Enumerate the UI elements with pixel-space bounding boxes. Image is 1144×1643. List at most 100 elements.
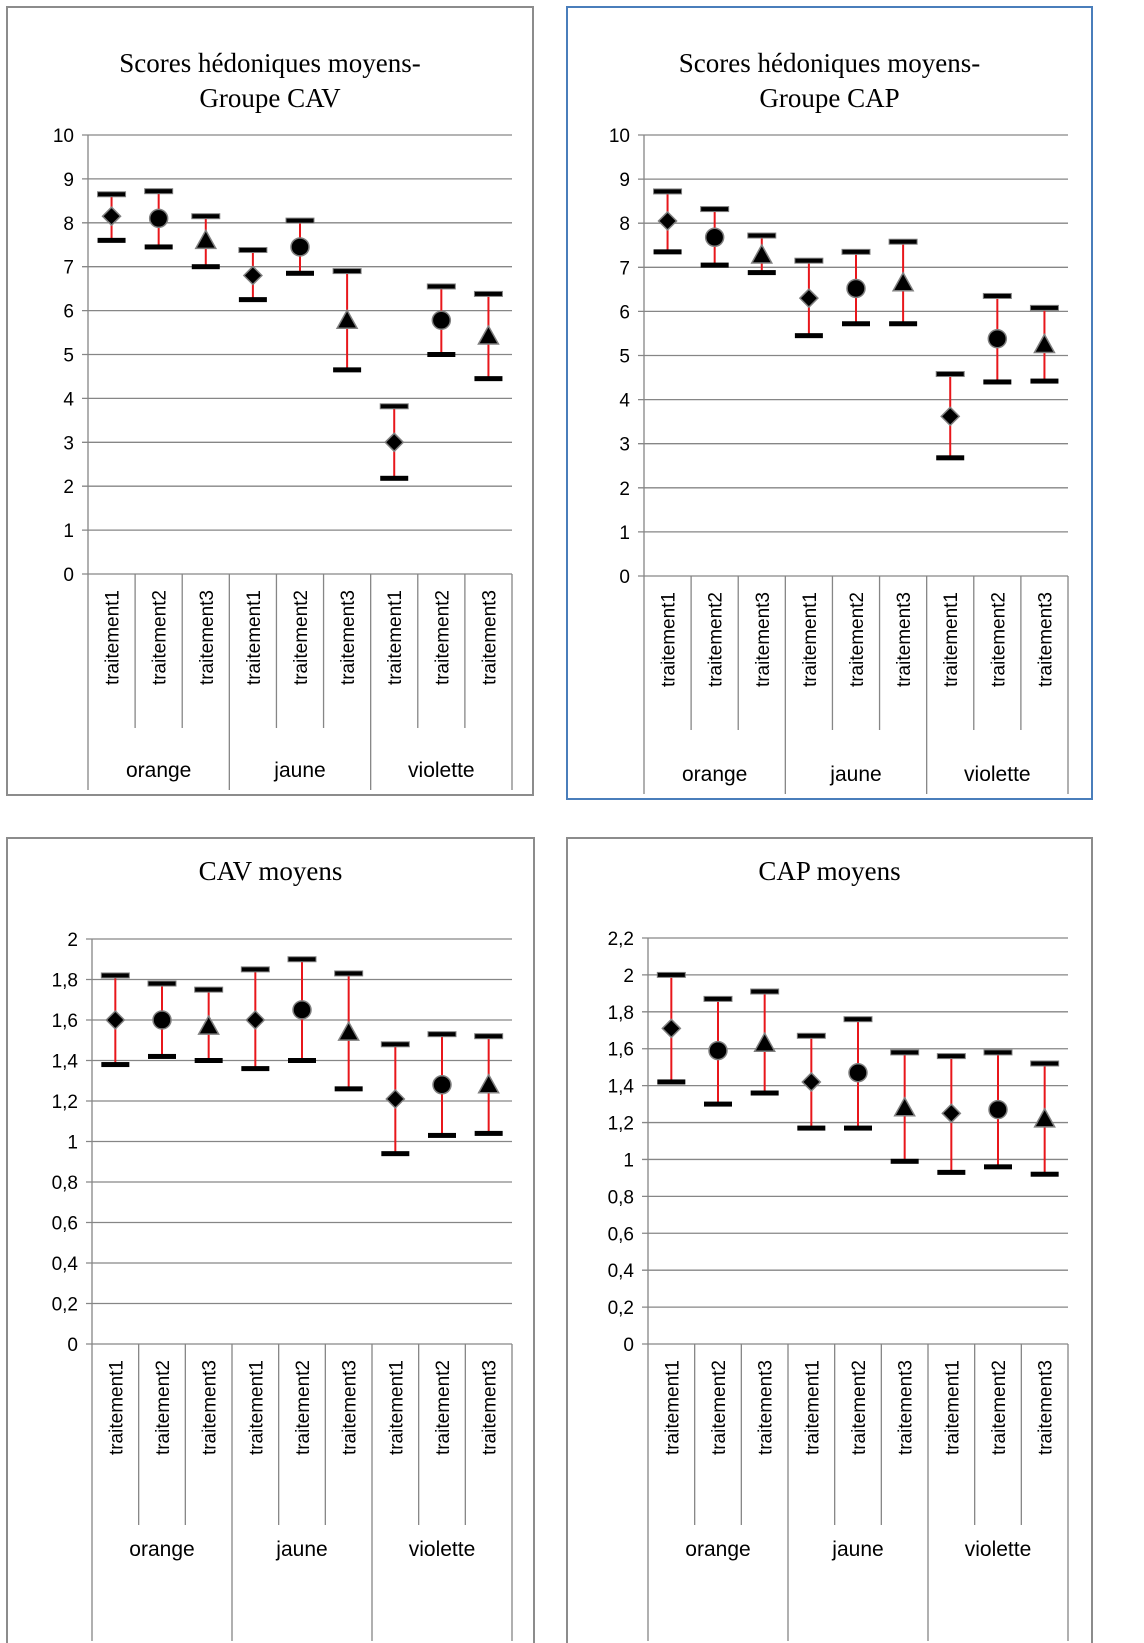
x-tick-label: traitement1: [662, 1360, 683, 1455]
error-cap-high: [240, 966, 270, 973]
x-tick-label: traitement3: [480, 1360, 501, 1455]
group-label: orange: [129, 1538, 194, 1561]
marker-diamond: [242, 265, 263, 286]
y-tick-label: 0,4: [52, 1254, 79, 1275]
x-tick-label: traitement1: [941, 592, 962, 687]
error-cap-high: [888, 238, 918, 245]
x-tick-label: traitement3: [1036, 1360, 1057, 1455]
x-tick-label: traitement1: [386, 1360, 407, 1455]
marker-triangle: [337, 1020, 360, 1041]
marker-triangle: [477, 1073, 500, 1094]
error-cap-low: [890, 1158, 919, 1164]
error-cap-high: [750, 988, 780, 995]
error-cap-low: [704, 1101, 732, 1107]
y-tick-label: 10: [53, 126, 74, 147]
error-cap-high: [703, 995, 733, 1002]
marker-diamond: [661, 1018, 682, 1039]
x-tick-label: traitement2: [153, 1360, 174, 1455]
y-tick-label: 4: [619, 391, 630, 412]
y-tick-label: 8: [619, 214, 630, 235]
marker-triangle: [477, 324, 500, 345]
chart-svg: CAP moyens 0 0,2 0,4 0,6 0,8 1 1,2 1,4 1,6 1,8 2 2,2…: [608, 856, 1069, 1641]
group-label: jaune: [273, 759, 325, 782]
y-tick-label: 2: [623, 966, 634, 987]
error-cap-low: [428, 1132, 456, 1138]
marker-circle: [704, 227, 725, 248]
error-cap-high: [100, 972, 130, 979]
x-tick-label: traitement1: [659, 592, 680, 687]
x-tick-label: traitement3: [1035, 592, 1056, 687]
error-cap-low: [842, 321, 870, 327]
error-cap-high: [796, 1032, 826, 1039]
error-cap-high: [700, 206, 730, 213]
x-tick-label: traitement1: [106, 1360, 127, 1455]
x-tick-label: traitement3: [896, 1360, 917, 1455]
x-tick-label: traitement2: [989, 1360, 1010, 1455]
error-cap-low: [747, 270, 776, 276]
y-tick-label: 2,2: [608, 929, 634, 950]
chart-panel-cap-means: CAP moyens 0 0,2 0,4 0,6 0,8 1 1,2 1,4 1,6 1,8 2 2,2…: [566, 837, 1093, 1643]
error-cap-low: [984, 1164, 1012, 1170]
x-tick-label: traitement1: [103, 590, 124, 685]
marker-circle: [708, 1040, 728, 1061]
marker-circle: [152, 1010, 172, 1030]
error-cap-high: [285, 217, 315, 224]
marker-diamond: [105, 1009, 126, 1031]
y-tick-label: 0,4: [608, 1261, 635, 1282]
marker-triangle: [1033, 1107, 1056, 1128]
x-tick-label: traitement1: [246, 1360, 267, 1455]
marker-diamond: [941, 1103, 962, 1124]
error-cap-low: [380, 475, 409, 481]
marker-circle: [431, 310, 452, 331]
y-tick-label: 0: [67, 1335, 78, 1356]
x-tick-label: traitement2: [988, 592, 1009, 687]
chart-title-line: Scores hédoniques moyens-: [679, 48, 980, 78]
group-label: violette: [964, 763, 1031, 786]
error-cap-high: [379, 403, 409, 410]
marker-diamond: [101, 206, 122, 227]
marker-diamond: [940, 406, 961, 427]
error-cap-high: [427, 1031, 457, 1038]
chart-title-line: Groupe CAP: [759, 83, 899, 113]
x-tick-label: traitement3: [200, 1360, 221, 1455]
group-label: jaune: [829, 763, 881, 786]
y-tick-label: 9: [63, 170, 74, 191]
x-tick-label: traitement1: [942, 1360, 963, 1455]
error-cap-low: [101, 1062, 130, 1068]
x-tick-label: traitement3: [756, 1360, 777, 1455]
marker-triangle: [891, 271, 915, 292]
error-cap-low: [194, 1058, 223, 1063]
error-cap-low: [794, 333, 823, 339]
error-cap-high: [935, 371, 965, 378]
y-tick-label: 0,8: [52, 1173, 78, 1194]
error-cap-high: [1030, 1060, 1060, 1067]
y-tick-label: 0,6: [608, 1224, 634, 1245]
y-tick-label: 7: [619, 258, 630, 279]
y-tick-label: 6: [619, 302, 630, 323]
error-cap-high: [747, 232, 777, 239]
y-tick-label: 1: [63, 521, 74, 542]
error-cap-high: [473, 290, 503, 297]
y-tick-label: 5: [63, 346, 74, 367]
y-tick-label: 6: [63, 302, 74, 323]
error-cap-low: [144, 244, 173, 250]
chart-title-line: Groupe CAV: [199, 83, 341, 113]
group-label: violette: [965, 1538, 1032, 1561]
y-tick-label: 0,2: [52, 1295, 78, 1316]
x-tick-label: traitement2: [433, 1360, 454, 1455]
marker-triangle: [335, 308, 359, 330]
y-tick-label: 5: [619, 347, 630, 368]
error-cap-low: [97, 237, 126, 243]
x-tick-label: traitement2: [432, 590, 453, 685]
chart-title-line: Scores hédoniques moyens-: [119, 48, 420, 78]
chart-svg: CAV moyens 0 0,2 0,4 0,6 0,8 1 1,2 1,4 1,6 1,8 2 tra…: [52, 856, 513, 1641]
chart-panel-cav-means: CAV moyens 0 0,2 0,4 0,6 0,8 1 1,2 1,4 1,6 1,8 2 tra…: [6, 837, 535, 1643]
group-label: jaune: [831, 1538, 883, 1561]
error-cap-high: [287, 956, 317, 963]
error-cap-high: [194, 986, 224, 993]
y-tick-label: 0,6: [52, 1214, 78, 1235]
marker-triangle: [753, 1031, 776, 1052]
error-cap-low: [381, 1151, 410, 1157]
x-tick-label: traitement3: [197, 590, 218, 685]
x-tick-label: traitement2: [291, 590, 312, 685]
